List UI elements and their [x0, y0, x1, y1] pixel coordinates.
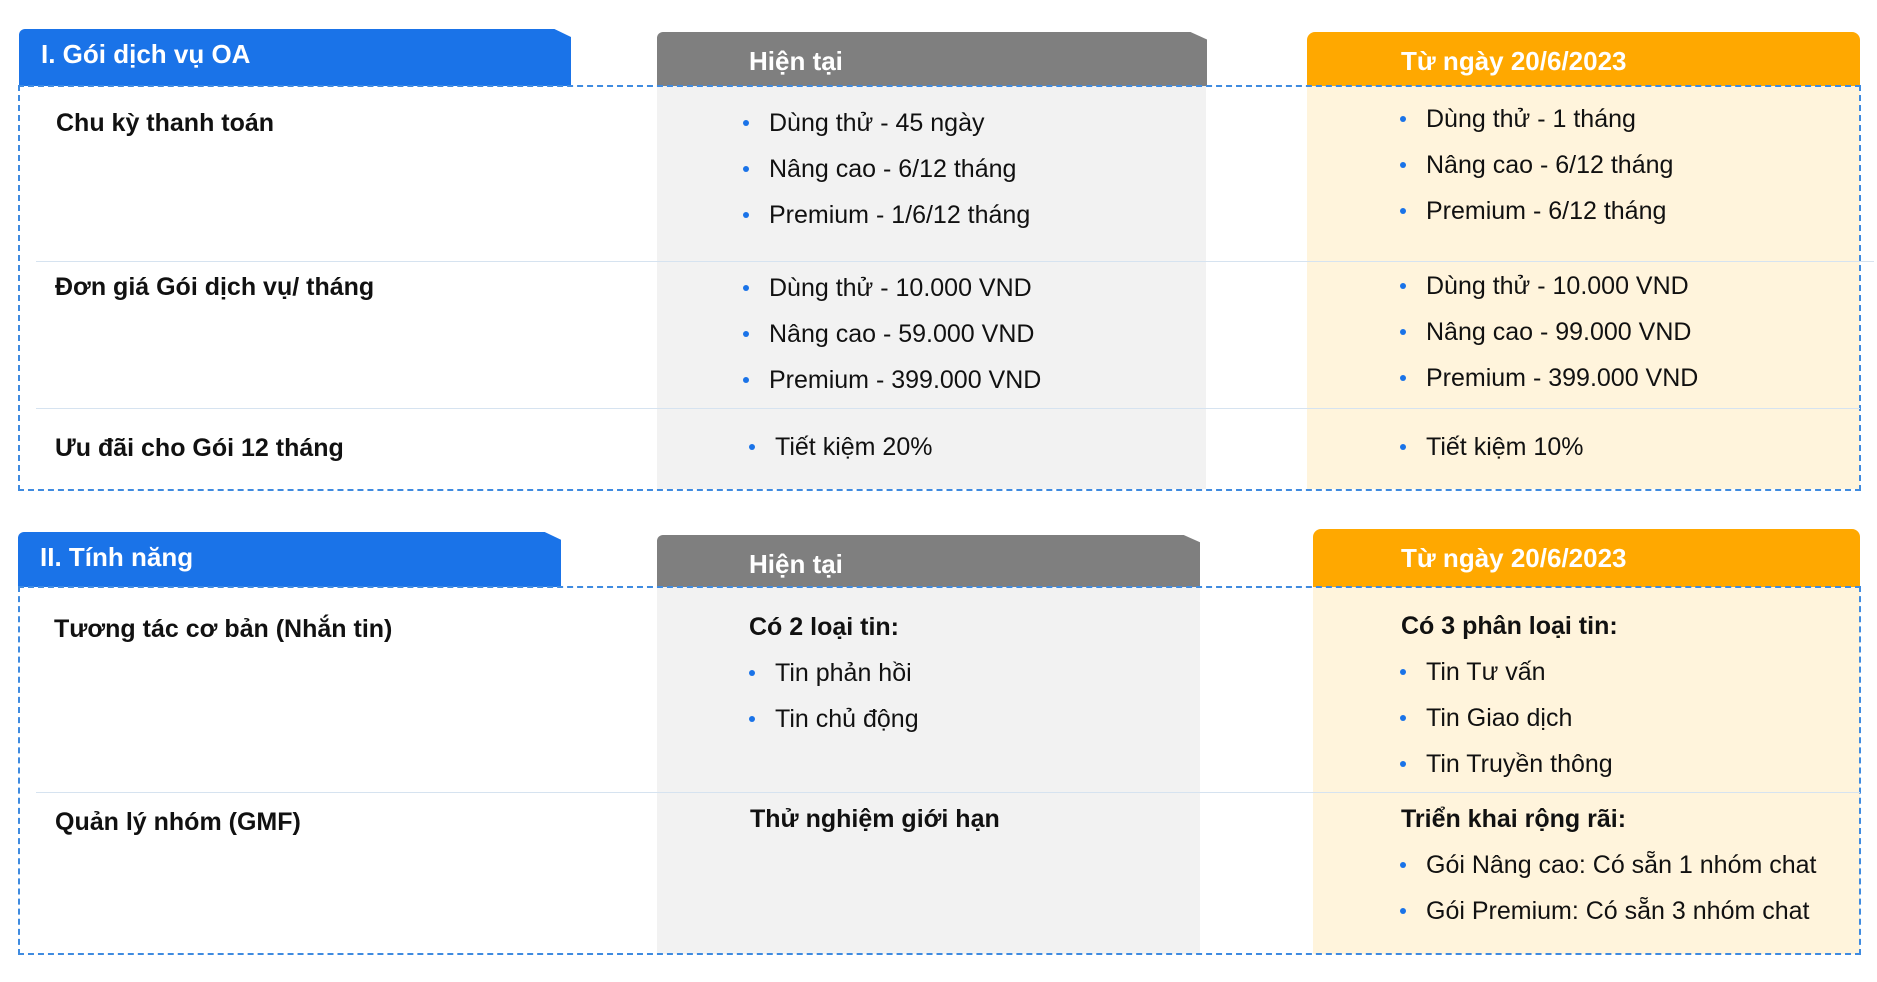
- row-label-group-management: Quản lý nhóm (GMF): [55, 808, 301, 836]
- offer-current-list: Tiết kiệm 20%: [747, 432, 932, 478]
- list-item: Tin Truyền thông: [1398, 749, 1618, 795]
- list-item: Nâng cao - 99.000 VND: [1398, 317, 1698, 363]
- section-1-current-header: Hiện tại: [657, 32, 1207, 86]
- current-column-bg-2: [657, 587, 1200, 954]
- list-item: Nâng cao - 59.000 VND: [741, 319, 1041, 365]
- list-item: Premium - 1/6/12 tháng: [741, 200, 1030, 246]
- basic-interaction-new: Có 3 phân loại tin: Tin Tư vấn Tin Giao …: [1398, 611, 1618, 795]
- list-item: Gói Premium: Có sẵn 3 nhóm chat: [1398, 896, 1817, 942]
- list-item: Dùng thử - 10.000 VND: [1398, 271, 1698, 317]
- billing-cycle-new-list: Dùng thử - 1 tháng Nâng cao - 6/12 tháng…: [1398, 104, 1673, 242]
- list-item: Gói Nâng cao: Có sẵn 1 nhóm chat: [1398, 850, 1817, 896]
- offer-new-list: Tiết kiệm 10%: [1398, 432, 1583, 478]
- section-2-current-header: Hiện tại: [657, 535, 1200, 587]
- list-item: Premium - 399.000 VND: [1398, 363, 1698, 409]
- group-management-new: Triển khai rộng rãi: Gói Nâng cao: Có sẵ…: [1398, 804, 1817, 942]
- group-management-current: Thử nghiệm giới hạn: [750, 804, 1000, 850]
- list-item: Dùng thử - 10.000 VND: [741, 273, 1041, 319]
- current-heading: Thử nghiệm giới hạn: [750, 805, 1000, 833]
- section-1-new-header: Từ ngày 20/6/2023: [1307, 32, 1860, 86]
- new-heading: Có 3 phân loại tin:: [1401, 612, 1618, 640]
- unit-price-new-list: Dùng thử - 10.000 VND Nâng cao - 99.000 …: [1398, 271, 1698, 409]
- basic-interaction-current: Có 2 loại tin: Tin phản hồi Tin chủ động: [747, 612, 919, 750]
- new-column-bg-2: [1313, 587, 1860, 954]
- list-item: Premium - 6/12 tháng: [1398, 196, 1673, 242]
- row-label-billing-cycle: Chu kỳ thanh toán: [56, 109, 275, 137]
- row-divider: [36, 792, 1860, 793]
- list-item: Dùng thử - 1 tháng: [1398, 104, 1673, 150]
- row-divider: [36, 408, 1860, 409]
- group-management-new-list: Gói Nâng cao: Có sẵn 1 nhóm chat Gói Pre…: [1398, 850, 1817, 942]
- new-heading: Triển khai rộng rãi:: [1401, 805, 1627, 833]
- list-item: Tiết kiệm 10%: [1398, 432, 1583, 478]
- section-2-new-header: Từ ngày 20/6/2023: [1313, 529, 1860, 587]
- row-label-unit-price: Đơn giá Gói dịch vụ/ tháng: [55, 273, 375, 301]
- basic-interaction-current-list: Tin phản hồi Tin chủ động: [747, 658, 919, 750]
- section-2-title: II. Tính năng: [18, 532, 561, 587]
- section-1-frame: [18, 85, 1861, 491]
- row-label-12-month-offer: Ưu đãi cho Gói 12 tháng: [55, 434, 344, 462]
- unit-price-current-list: Dùng thử - 10.000 VND Nâng cao - 59.000 …: [741, 273, 1041, 411]
- list-item: Tiết kiệm 20%: [747, 432, 932, 478]
- section-1-title: I. Gói dịch vụ OA: [19, 29, 571, 86]
- current-heading: Có 2 loại tin:: [749, 613, 899, 641]
- list-item: Tin chủ động: [747, 704, 919, 750]
- new-column-bg-1: [1307, 86, 1860, 489]
- basic-interaction-new-list: Tin Tư vấn Tin Giao dịch Tin Truyền thôn…: [1398, 657, 1618, 795]
- row-divider: [36, 261, 1874, 262]
- list-item: Tin phản hồi: [747, 658, 919, 704]
- section-2-frame: [18, 586, 1861, 955]
- list-item: Dùng thử - 45 ngày: [741, 108, 1030, 154]
- row-label-basic-interaction: Tương tác cơ bản (Nhắn tin): [54, 615, 393, 643]
- list-item: Tin Giao dịch: [1398, 703, 1618, 749]
- list-item: Tin Tư vấn: [1398, 657, 1618, 703]
- list-item: Premium - 399.000 VND: [741, 365, 1041, 411]
- billing-cycle-current-list: Dùng thử - 45 ngày Nâng cao - 6/12 tháng…: [741, 108, 1030, 246]
- list-item: Nâng cao - 6/12 tháng: [741, 154, 1030, 200]
- list-item: Nâng cao - 6/12 tháng: [1398, 150, 1673, 196]
